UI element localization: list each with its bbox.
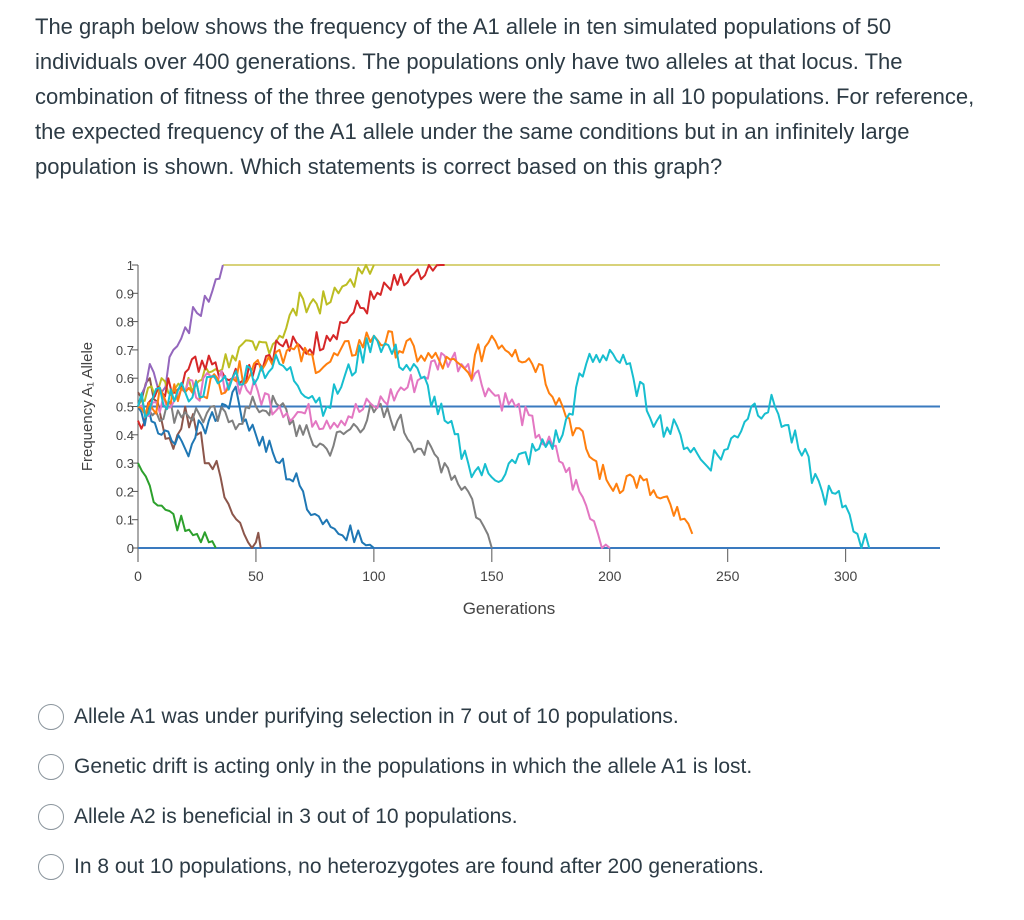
answer-option-2[interactable]: Genetic drift is acting only in the popu… xyxy=(38,742,998,792)
x-tick-label: 300 xyxy=(834,568,858,584)
radio-button[interactable] xyxy=(38,704,64,730)
y-tick-label: 1 xyxy=(127,258,134,273)
y-tick-label: 0.7 xyxy=(116,343,134,358)
series-line xyxy=(137,264,445,430)
answer-label: Allele A2 is beneficial in 3 out of 10 p… xyxy=(74,805,518,828)
answer-option-3[interactable]: Allele A2 is beneficial in 3 out of 10 p… xyxy=(38,792,998,842)
y-tick-label: 0 xyxy=(127,541,134,556)
y-tick-label: 0.6 xyxy=(116,371,134,386)
series-line xyxy=(137,385,375,549)
series-line xyxy=(137,462,217,549)
radio-button[interactable] xyxy=(38,804,64,830)
question-text: The graph below shows the frequency of t… xyxy=(35,14,975,179)
y-tick-label: 0.5 xyxy=(116,400,134,415)
series-line xyxy=(137,264,224,407)
y-tick-label: 0.9 xyxy=(116,286,134,301)
series-line xyxy=(137,394,493,549)
x-tick-label: 50 xyxy=(248,568,264,584)
y-tick-label: 0.8 xyxy=(116,315,134,330)
series-line xyxy=(137,351,611,549)
y-tick-label: 0.4 xyxy=(116,428,134,443)
x-tick-label: 250 xyxy=(716,568,740,584)
x-axis-title: Generations xyxy=(463,599,556,618)
series-line xyxy=(137,330,694,535)
answer-option-1[interactable]: Allele A1 was under purifying selection … xyxy=(38,692,998,742)
series-line xyxy=(137,334,871,549)
y-tick-label: 0.2 xyxy=(116,484,134,499)
answer-label: Allele A1 was under purifying selection … xyxy=(74,705,679,728)
radio-button[interactable] xyxy=(38,854,64,880)
x-tick-label: 150 xyxy=(480,568,504,584)
x-tick-label: 200 xyxy=(598,568,622,584)
series-line xyxy=(137,264,375,407)
chart: 0 0.1 0.2 0.3 0.4 0.5 0.6 0.7 0.8 0.9 1 0 50 100 150 20… xyxy=(0,238,1024,638)
y-tick-label: 0.3 xyxy=(116,456,134,471)
answer-label: In 8 out 10 populations, no heterozygote… xyxy=(74,855,764,878)
line-chart: 0 0.1 0.2 0.3 0.4 0.5 0.6 0.7 0.8 0.9 1 0 50 100 150 20… xyxy=(79,258,940,618)
y-axis-title: Frequency A₁ Allele xyxy=(79,342,96,471)
x-tick-label: 0 xyxy=(134,568,142,584)
x-tick-label: 100 xyxy=(362,568,386,584)
answer-label: Genetic drift is acting only in the popu… xyxy=(74,755,753,778)
answer-options: Allele A1 was under purifying selection … xyxy=(38,692,998,892)
answer-option-4[interactable]: In 8 out 10 populations, no heterozygote… xyxy=(38,842,998,892)
y-tick-label: 0.1 xyxy=(116,513,134,528)
radio-button[interactable] xyxy=(38,754,64,780)
